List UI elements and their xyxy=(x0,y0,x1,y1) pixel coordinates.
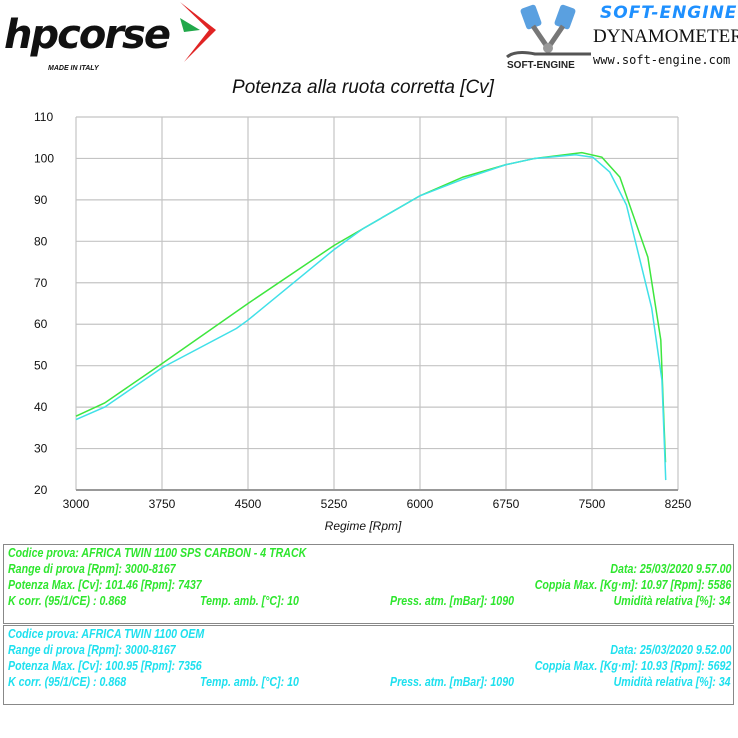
test-range: Range di prova [Rpm]: 3000-8167 xyxy=(8,643,176,657)
test-date: Data: 25/03/2020 9.57.00 xyxy=(609,562,731,576)
x-tick-label: 8250 xyxy=(665,497,692,511)
hpcorse-brand: hpcorse xyxy=(4,12,170,58)
hpcorse-logo: hpcorse MADE IN ITALY xyxy=(0,0,230,75)
x-tick-label: 6750 xyxy=(493,497,520,511)
series-line-sps-carbon xyxy=(75,151,667,463)
y-tick-label: 60 xyxy=(34,317,48,331)
test-power: Potenza Max. [Cv]: 100.95 [Rpm]: 7356 xyxy=(8,659,202,673)
chart-title: Potenza alla ruota corretta [Cv] xyxy=(232,77,495,98)
soft-engine-brand: SOFT-ENGINE xyxy=(600,3,738,23)
hpcorse-tagline: MADE IN ITALY xyxy=(48,65,100,72)
soft-engine-subtitle: DYNAMOMETERS xyxy=(593,26,738,47)
test-date: Data: 25/03/2020 9.52.00 xyxy=(609,643,731,657)
y-tick-label: 20 xyxy=(34,483,48,497)
test-info-row: Codice prova: AFRICA TWIN 1100 SPS CARBO… xyxy=(4,545,733,561)
soft-engine-logo: SOFT-ENGINE SOFT-ENGINE DYNAMOMETERS www… xyxy=(505,0,738,75)
test-info-oem: Codice prova: AFRICA TWIN 1100 OEM Range … xyxy=(3,625,734,705)
hpcorse-green-chevron xyxy=(180,18,200,32)
test-info-row: Range di prova [Rpm]: 3000-8167 Data: 25/… xyxy=(4,561,733,577)
y-tick-label: 80 xyxy=(34,234,48,248)
test-info-row: K corr. (95/1/CE) : 0.868 Temp. amb. [°C]… xyxy=(4,593,733,609)
x-tick-label: 3000 xyxy=(63,497,90,511)
series-lines xyxy=(75,151,667,481)
test-info-row: Codice prova: AFRICA TWIN 1100 OEM xyxy=(4,626,733,642)
test-info-row: K corr. (95/1/CE) : 0.868 Temp. amb. [°C]… xyxy=(4,674,733,690)
test-torque: Coppia Max. [Kg·m]: 10.93 [Rpm]: 5692 xyxy=(534,659,731,673)
test-info-sps-carbon: Codice prova: AFRICA TWIN 1100 SPS CARBO… xyxy=(3,544,734,624)
x-tick-label: 3750 xyxy=(149,497,176,511)
y-tick-label: 50 xyxy=(34,359,48,373)
test-kcorr: K corr. (95/1/CE) : 0.868 xyxy=(8,675,127,689)
x-tick-label: 6000 xyxy=(407,497,434,511)
soft-engine-url: www.soft-engine.com xyxy=(593,53,731,67)
x-tick-label: 5250 xyxy=(321,497,348,511)
y-tick-label: 100 xyxy=(34,151,54,165)
test-hum: Umidità relativa [%]: 34 xyxy=(614,675,731,689)
ticks: 20 30 40 50 60 70 80 90 100 110 3000 3750 4500 5250 60… xyxy=(34,110,692,511)
test-torque: Coppia Max. [Kg·m]: 10.97 [Rpm]: 5586 xyxy=(534,578,731,592)
test-power: Potenza Max. [Cv]: 101.46 [Rpm]: 7437 xyxy=(8,578,202,592)
test-press: Press. atm. [mBar]: 1090 xyxy=(390,675,515,689)
y-tick-label: 90 xyxy=(34,193,48,207)
soft-engine-mark: SOFT-ENGINE xyxy=(507,60,575,71)
test-press: Press. atm. [mBar]: 1090 xyxy=(390,594,515,608)
x-tick-label: 4500 xyxy=(235,497,262,511)
x-tick-label: 7500 xyxy=(579,497,606,511)
test-info-row: Potenza Max. [Cv]: 100.95 [Rpm]: 7356 Cop… xyxy=(4,658,733,674)
test-hum: Umidità relativa [%]: 34 xyxy=(614,594,731,608)
piston-icon xyxy=(506,4,591,58)
test-temp: Temp. amb. [°C]: 10 xyxy=(200,675,299,689)
y-tick-label: 30 xyxy=(34,442,48,456)
x-axis-label: Regime [Rpm] xyxy=(325,519,402,533)
test-code: Codice prova: AFRICA TWIN 1100 OEM xyxy=(8,627,205,641)
y-tick-label: 70 xyxy=(34,276,48,290)
test-info-row: Range di prova [Rpm]: 3000-8167 Data: 25/… xyxy=(4,642,733,658)
test-code: Codice prova: AFRICA TWIN 1100 SPS CARBO… xyxy=(8,546,307,560)
test-kcorr: K corr. (95/1/CE) : 0.868 xyxy=(8,594,127,608)
series-line-oem xyxy=(75,153,667,481)
test-info-row: Potenza Max. [Cv]: 101.46 [Rpm]: 7437 Cop… xyxy=(4,577,733,593)
test-range: Range di prova [Rpm]: 3000-8167 xyxy=(8,562,176,576)
y-tick-label: 40 xyxy=(34,400,48,414)
test-temp: Temp. amb. [°C]: 10 xyxy=(200,594,299,608)
grid xyxy=(75,116,679,491)
power-chart: Potenza alla ruota corretta [Cv] 20 30 40 5… xyxy=(34,77,692,533)
hpcorse-red-chevron xyxy=(180,2,216,62)
y-tick-label: 110 xyxy=(34,110,53,124)
